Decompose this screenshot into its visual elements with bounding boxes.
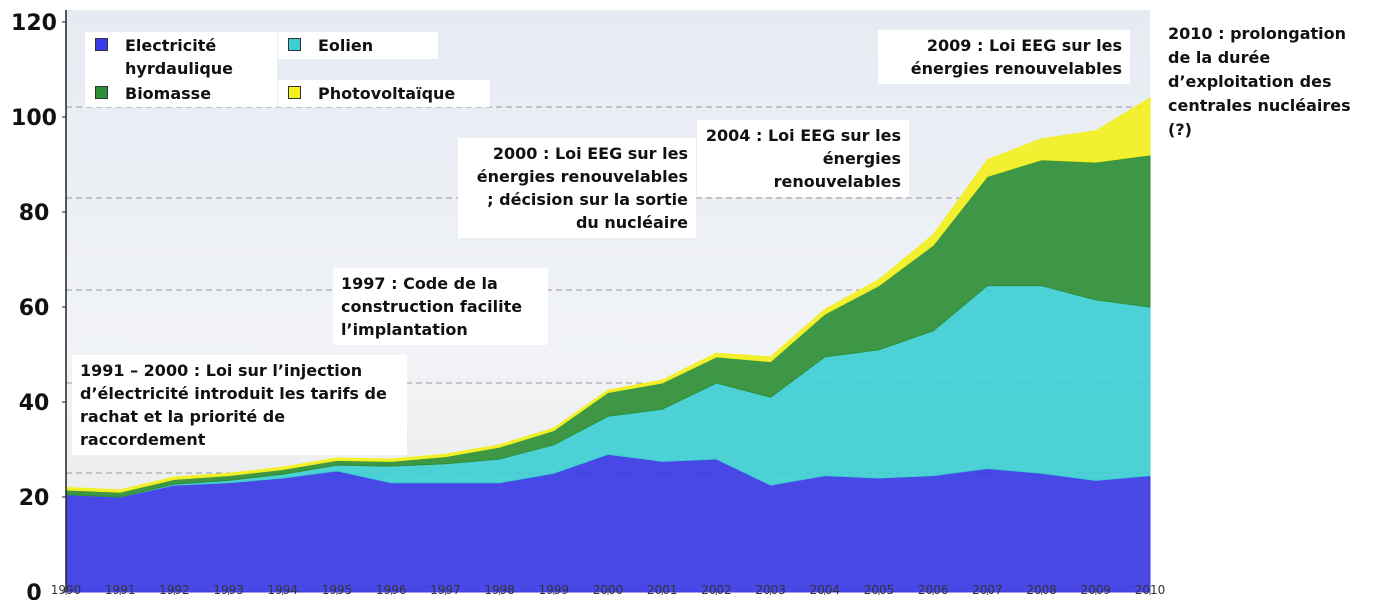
x-tick-label: 2006 <box>918 583 949 597</box>
y-tick-label: 100 <box>11 106 57 131</box>
legend-item: Biomasse <box>85 80 277 107</box>
annotation: 2010 : prolongation de la durée d’exploi… <box>1168 24 1351 139</box>
x-tick-label: 2002 <box>701 583 732 597</box>
annotation: 1997 : Code de la construction facilite … <box>333 268 548 345</box>
y-tick-label: 20 <box>19 486 50 511</box>
legend-label: Photovoltaïque <box>318 84 456 103</box>
x-tick-label: 2004 <box>810 583 841 597</box>
y-tick-label: 40 <box>19 391 50 416</box>
y-tick-label: 80 <box>19 201 50 226</box>
x-tick-label: 1992 <box>159 583 190 597</box>
legend-label: Eolien <box>318 36 374 55</box>
x-tick-label: 2003 <box>755 583 786 597</box>
x-tick-label: 1990 <box>51 583 82 597</box>
legend-item: Electricité hyrdaulique <box>85 32 277 82</box>
x-tick-label: 1991 <box>105 583 136 597</box>
x-tick-label: 2000 <box>593 583 624 597</box>
x-tick-label: 2005 <box>864 583 895 597</box>
x-tick-label: 1998 <box>484 583 515 597</box>
y-tick-label: 0 <box>26 581 41 600</box>
x-tick-label: 2009 <box>1081 583 1112 597</box>
x-tick-label: 1999 <box>539 583 570 597</box>
legend-swatch <box>95 86 108 99</box>
annotation: 2000 : Loi EEG sur les énergies renouvel… <box>458 138 696 238</box>
x-tick-label: 1996 <box>376 583 407 597</box>
y-tick-label: 60 <box>19 296 50 321</box>
x-tick-label: 1993 <box>213 583 244 597</box>
legend-swatch <box>288 38 301 51</box>
x-tick-label: 2010 <box>1135 583 1166 597</box>
legend-item: Photovoltaïque <box>278 80 490 107</box>
x-tick-label: 2007 <box>972 583 1003 597</box>
legend-swatch <box>95 38 108 51</box>
annotation: 2004 : Loi EEG sur les énergies renouvel… <box>697 120 909 197</box>
x-tick-label: 1995 <box>322 583 353 597</box>
legend-label: Electricité hyrdaulique <box>125 36 234 78</box>
legend-swatch <box>288 86 301 99</box>
annotation: 1991 – 2000 : Loi sur l’injection d’élec… <box>72 355 407 455</box>
annotation: 2009 : Loi EEG sur les énergies renouvel… <box>878 30 1130 84</box>
area <box>65 97 1151 493</box>
plot <box>65 97 1151 593</box>
x-tick-label: 1994 <box>268 583 299 597</box>
x-tick-label: 1997 <box>430 583 461 597</box>
legend-item: Eolien <box>278 32 438 59</box>
x-tick-label: 2008 <box>1026 583 1057 597</box>
legend-label: Biomasse <box>125 84 212 103</box>
x-tick-label: 2001 <box>647 583 678 597</box>
y-tick-label: 120 <box>11 11 57 36</box>
